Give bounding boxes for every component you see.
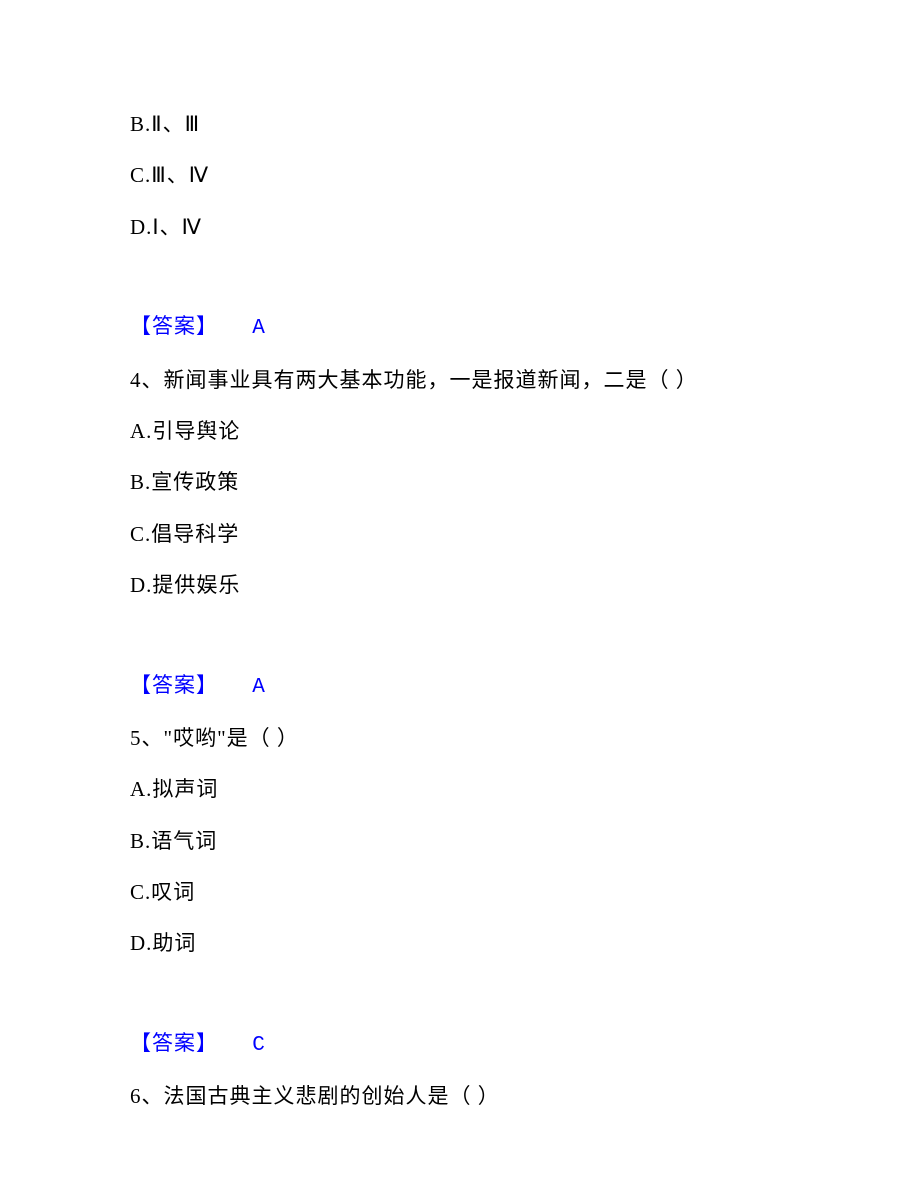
q5-option-a: A.拟声词 (130, 775, 790, 804)
q4-option-b: B.宣传政策 (130, 468, 790, 497)
q6-stem: 6、法国古典主义悲剧的创始人是（ ） (130, 1082, 790, 1111)
q3-answer-label: 【答案】 (130, 314, 218, 338)
q4-option-c: C.倡导科学 (130, 520, 790, 549)
q5-stem: 5、"哎哟"是（ ） (130, 724, 790, 753)
q5-option-c: C.叹词 (130, 878, 790, 907)
q5-answer: 【答案】 C (130, 1029, 790, 1060)
q4-answer: 【答案】 A (130, 671, 790, 702)
q3-option-d: D.Ⅰ、Ⅳ (130, 213, 790, 242)
q4-stem: 4、新闻事业具有两大基本功能，一是报道新闻，二是（ ） (130, 366, 790, 395)
q5-option-d: D.助词 (130, 929, 790, 958)
q4-option-d: D.提供娱乐 (130, 571, 790, 600)
q3-option-b: B.Ⅱ、Ⅲ (130, 110, 790, 139)
q3-answer-value: A (252, 317, 266, 340)
q4-option-a: A.引导舆论 (130, 417, 790, 446)
q5-option-b: B.语气词 (130, 827, 790, 856)
q5-answer-label: 【答案】 (130, 1031, 218, 1055)
q4-answer-value: A (252, 676, 266, 699)
q4-answer-label: 【答案】 (130, 673, 218, 697)
q3-answer: 【答案】 A (130, 312, 790, 343)
q3-option-c: C.Ⅲ、Ⅳ (130, 161, 790, 190)
q5-answer-value: C (252, 1034, 266, 1057)
